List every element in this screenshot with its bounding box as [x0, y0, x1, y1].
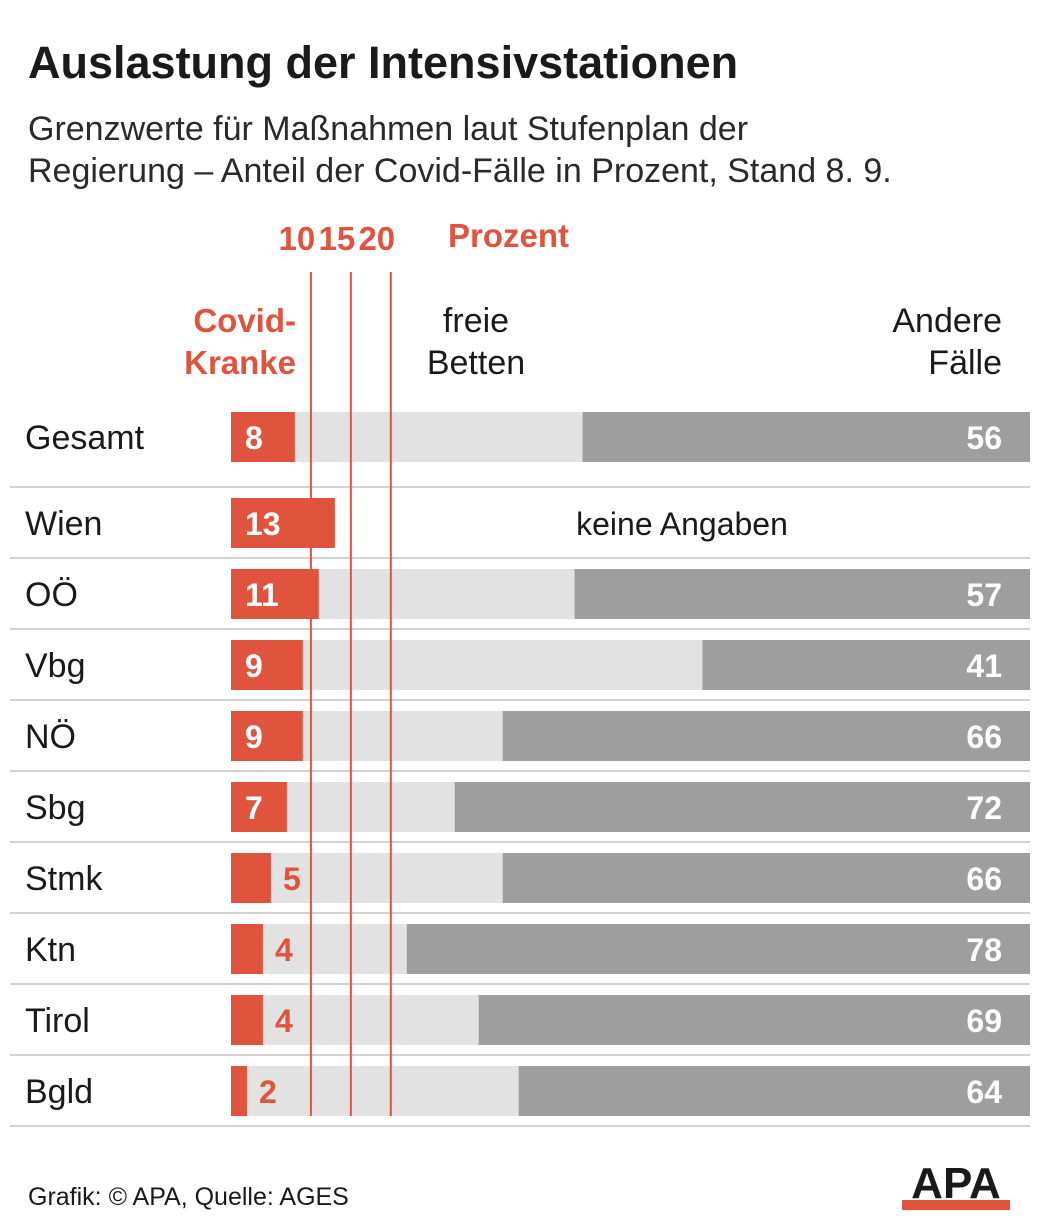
- value-covid: 8: [245, 420, 263, 456]
- row-label: Gesamt: [25, 419, 145, 457]
- apa-logo-bar: [902, 1200, 1010, 1210]
- row-label: NÖ: [25, 718, 76, 756]
- threshold-label: 15: [318, 220, 355, 257]
- bar-covid: [231, 412, 295, 462]
- bar-other: [478, 995, 1030, 1045]
- chart-row: OÖ 57 11: [10, 569, 1030, 630]
- value-other: 66: [966, 861, 1002, 897]
- value-covid: 9: [245, 648, 263, 684]
- value-covid: 11: [245, 577, 279, 613]
- chart-subtitle-line1: Grenzwerte für Maßnahmen laut Stufenplan…: [28, 110, 748, 148]
- row-label: Bgld: [25, 1073, 93, 1111]
- bar-other: [582, 412, 1030, 462]
- legend-covid-line1: Covid-: [193, 302, 296, 339]
- chart-row: Ktn 78 4: [10, 924, 1030, 985]
- legend-free-line2: Betten: [427, 344, 525, 382]
- bar-other: [702, 640, 1030, 690]
- value-other: 57: [966, 577, 1002, 613]
- legend-free-line1: freie: [443, 302, 509, 340]
- bar-other: [406, 924, 1030, 974]
- chart-title: Auslastung der Intensivstationen: [28, 37, 738, 88]
- bar-free: [270, 853, 503, 903]
- value-covid: 5: [283, 861, 301, 897]
- value-other: 72: [966, 790, 1002, 826]
- bar-covid: [231, 924, 263, 974]
- bar-other: [574, 569, 1030, 619]
- source-credit: Grafik: © APA, Quelle: AGES: [28, 1183, 349, 1211]
- legend-other-line1: Andere: [892, 302, 1002, 340]
- value-other: 66: [966, 719, 1002, 755]
- chart-subtitle-line2: Regierung – Anteil der Covid-Fälle in Pr…: [28, 152, 892, 190]
- threshold-label: 20: [358, 220, 395, 257]
- bar-free: [262, 995, 479, 1045]
- chart-row: Wien keine Angaben 13: [10, 498, 1030, 559]
- chart-row: NÖ 66 9: [10, 711, 1030, 772]
- legend-covid-line2: Kranke: [184, 344, 296, 381]
- row-label: Vbg: [25, 647, 86, 685]
- bar-covid: [231, 711, 303, 761]
- value-other: 64: [966, 1074, 1002, 1110]
- row-label: Ktn: [25, 931, 76, 969]
- no-data-label: keine Angaben: [576, 506, 788, 542]
- bar-other: [502, 853, 1030, 903]
- bar-covid: [231, 569, 319, 619]
- value-other: 41: [966, 648, 1002, 684]
- chart-row: Sbg 72 7: [10, 782, 1031, 843]
- bar-free: [262, 924, 407, 974]
- chart-row: Vbg 41 9: [10, 640, 1030, 701]
- bar-free: [294, 412, 583, 462]
- chart-row: Bgld 64 2: [10, 1066, 1030, 1127]
- row-label: Sbg: [25, 789, 86, 827]
- bar-covid: [231, 640, 303, 690]
- apa-logo: APA: [902, 1159, 1010, 1210]
- bar-covid: [231, 498, 335, 548]
- threshold-label: 10: [279, 220, 316, 257]
- bar-free: [318, 569, 575, 619]
- bar-free: [246, 1066, 519, 1116]
- bar-covid: [231, 995, 263, 1045]
- bar-free: [302, 640, 703, 690]
- value-covid: 4: [275, 932, 293, 968]
- bar-free: [286, 782, 455, 832]
- row-label: OÖ: [25, 576, 78, 614]
- chart-row: Stmk 66 5: [10, 853, 1030, 914]
- bar-free: [302, 711, 503, 761]
- bar-covid: [231, 1066, 247, 1116]
- bar-covid: [231, 853, 271, 903]
- bar-other: [454, 782, 1031, 832]
- bar-other: [518, 1066, 1030, 1116]
- row-label: Stmk: [25, 860, 103, 898]
- value-covid: 9: [245, 719, 263, 755]
- legend-other-line2: Fälle: [928, 344, 1002, 382]
- chart-rows: Gesamt 56 8 Wien keine Angaben 13 OÖ 57 11 Vbg 41 9…: [10, 412, 1031, 1127]
- value-covid: 4: [275, 1003, 293, 1039]
- threshold-unit-label: Prozent: [448, 217, 569, 254]
- threshold-lines: [309, 272, 392, 1116]
- value-covid: 2: [259, 1074, 277, 1110]
- value-other: 69: [966, 1003, 1002, 1039]
- value-covid: 13: [245, 506, 281, 542]
- apa-logo-text: APA: [911, 1159, 1001, 1208]
- value-other: 78: [966, 932, 1002, 968]
- chart-row: Tirol 69 4: [10, 995, 1030, 1056]
- threshold-labels: 10 15 20: [279, 220, 396, 257]
- row-label: Wien: [25, 505, 102, 543]
- bar-other: [502, 711, 1030, 761]
- value-covid: 7: [245, 790, 263, 826]
- bar-covid: [231, 782, 287, 832]
- chart-row: Gesamt 56 8: [10, 412, 1030, 488]
- row-label: Tirol: [25, 1002, 90, 1040]
- value-other: 56: [966, 420, 1002, 456]
